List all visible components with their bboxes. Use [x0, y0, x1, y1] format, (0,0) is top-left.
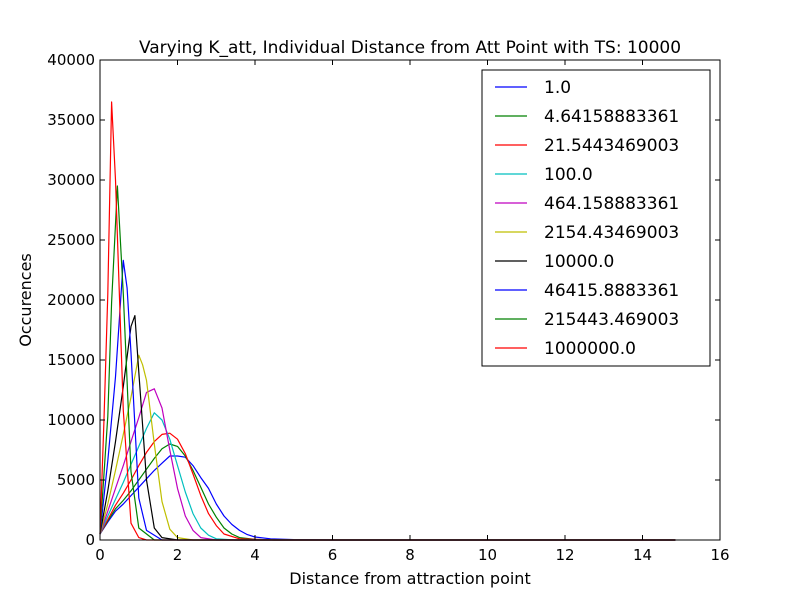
x-tick-label: 14 [633, 546, 652, 564]
y-tick-label: 35000 [47, 111, 95, 129]
x-tick-label: 4 [250, 546, 260, 564]
chart-title: Varying K_att, Individual Distance from … [139, 38, 681, 58]
series-group [99, 101, 676, 541]
x-tick-label: 12 [555, 546, 574, 564]
series-line-8 [99, 259, 676, 541]
legend-label-1: 1.0 [544, 78, 571, 98]
legend: 1.0 4.64158883361 21.5443469003 100.0 464.15… [481, 69, 711, 367]
y-tick-label: 40000 [47, 51, 95, 69]
series-line-5 [99, 388, 676, 541]
x-tick-label: 2 [173, 546, 183, 564]
legend-label-3: 21.5443469003 [544, 136, 679, 156]
y-tick-label: 5000 [57, 471, 95, 489]
legend-label-7: 10000.0 [544, 252, 614, 272]
y-axis-label: Occurences [16, 253, 35, 347]
y-tick-label: 0 [85, 531, 95, 549]
legend-label-5: 464.158883361 [544, 194, 679, 214]
x-tick-label: 8 [405, 546, 415, 564]
series-line-9 [99, 185, 676, 541]
series-line-3 [99, 432, 676, 541]
y-tick-label: 30000 [47, 171, 95, 189]
y-tick-label: 25000 [47, 231, 95, 249]
legend-label-9: 215443.469003 [544, 310, 679, 330]
y-tick-label: 15000 [47, 351, 95, 369]
legend-label-8: 46415.8883361 [544, 281, 679, 301]
legend-box [481, 69, 711, 367]
x-axis-label: Distance from attraction point [289, 569, 530, 588]
ticks-group: 0 2 4 6 8 10 12 14 16 0 5000 10000 15000 20000 25000 30… [47, 51, 729, 564]
x-tick-label: 10 [478, 546, 497, 564]
legend-label-2: 4.64158883361 [544, 107, 679, 127]
y-tick-label: 10000 [47, 411, 95, 429]
x-tick-label: 16 [710, 546, 729, 564]
series-line-6 [99, 354, 676, 541]
series-line-7 [99, 315, 676, 541]
y-tick-label: 20000 [47, 291, 95, 309]
legend-label-4: 100.0 [544, 165, 593, 185]
legend-label-10: 1000000.0 [544, 339, 636, 359]
legend-label-6: 2154.43469003 [544, 223, 679, 243]
x-tick-label: 6 [328, 546, 338, 564]
series-line-10 [99, 101, 676, 541]
x-tick-label: 0 [95, 546, 105, 564]
